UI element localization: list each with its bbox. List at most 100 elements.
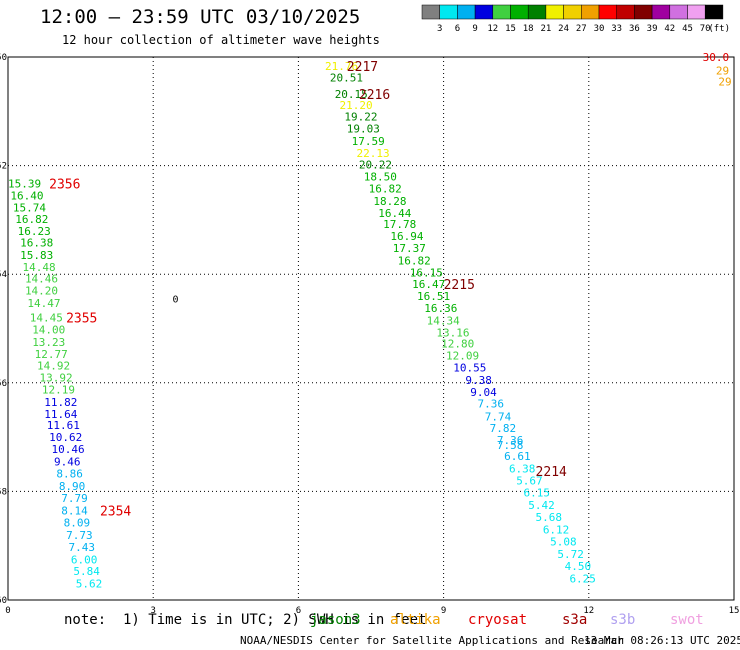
wave-height-point: 18.28 (373, 195, 406, 208)
wave-height-point: 14.46 (25, 273, 58, 286)
wave-height-point: 12.19 (42, 383, 75, 396)
wave-height-point: 18.50 (364, 170, 397, 183)
legend-bin-label: 45 (682, 24, 693, 34)
x-tick-label: 0 (5, 606, 10, 616)
legend-swatch (492, 4, 511, 20)
wave-height-point: 17.78 (383, 218, 416, 231)
legend-bin-label: 18 (523, 24, 534, 34)
legend-swatch (527, 4, 547, 20)
legend-bin-label: 33 (611, 24, 622, 34)
wave-height-point: 6.12 (543, 523, 570, 536)
y-tick-label: -50 (0, 53, 7, 63)
wave-height-point: 16.47 (412, 278, 445, 291)
wave-height-point: 29 (716, 65, 729, 78)
x-tick-label: 9 (441, 606, 446, 616)
wave-height-point: 14.20 (25, 284, 58, 297)
wave-height-point: 19.22 (344, 111, 377, 124)
wave-height-point: 5.62 (76, 578, 103, 591)
x-tick-label: 12 (583, 606, 594, 616)
x-tick-label: 15 (729, 606, 740, 616)
wave-height-point: 10.55 (453, 362, 486, 375)
wave-height-point: 8.90 (59, 480, 86, 493)
pass-number-label: 2356 (49, 178, 80, 193)
wave-height-point: 6.38 (509, 463, 536, 476)
legend-bin-label: 3 (437, 24, 442, 34)
wave-height-point: 16.82 (15, 213, 48, 226)
y-tick-label: -60 (0, 596, 7, 606)
legend-bin-label: 24 (558, 24, 569, 34)
wave-height-point: 11.61 (47, 419, 80, 432)
legend-swatch (704, 4, 724, 20)
pass-number-label: 2215 (444, 278, 475, 293)
wave-height-point: 7.79 (61, 492, 88, 505)
wave-height-point: 8.86 (56, 467, 83, 480)
wave-height-point: 5.68 (536, 511, 563, 524)
wave-height-point: 21.76 (325, 60, 358, 73)
wave-height-point: 9.04 (470, 386, 497, 399)
y-tick-label: -58 (0, 487, 7, 497)
wave-height-point: 7.82 (490, 422, 516, 435)
legend-swatch (687, 4, 706, 20)
mission-label-swot: swot (670, 612, 704, 628)
wave-height-point: 20.22 (359, 159, 392, 172)
y-tick-label: -56 (0, 379, 7, 389)
legend-swatch (421, 4, 440, 20)
wave-height-point: 17.59 (352, 135, 385, 148)
wave-height-point: 16.36 (424, 302, 457, 315)
legend-swatch (474, 4, 494, 20)
pass-number-label: 2214 (536, 465, 567, 480)
wave-height-point: 14.48 (23, 261, 56, 274)
legend-swatch (439, 4, 458, 20)
wave-height-point: 20.51 (330, 72, 363, 85)
wave-height-point: 6.61 (504, 450, 530, 463)
wave-height-point: 13.23 (32, 336, 65, 349)
legend-swatch (598, 4, 617, 20)
legend-swatch (510, 4, 529, 20)
wave-height-point: 5.67 (516, 475, 543, 488)
wave-height-point: 13.92 (39, 371, 72, 384)
pass-number-label: 2354 (100, 504, 131, 519)
legend-bin-label: 21 (540, 24, 551, 34)
wave-height-point: 5.42 (528, 499, 555, 512)
legend-swatch (563, 4, 582, 20)
wave-height-point: 29 (718, 75, 731, 88)
generated-timestamp: 13 Mar 08:26:13 UTC 2025 (584, 634, 740, 647)
wave-height-point: 12.77 (35, 348, 68, 361)
wave-height-point: 6.00 (71, 553, 98, 566)
wave-height-point: 9.38 (465, 374, 492, 387)
wave-height-point: 16.40 (10, 189, 43, 202)
wave-height-point: 21.20 (340, 99, 373, 112)
wave-height-point: 8.09 (64, 516, 91, 529)
legend-swatch (545, 4, 564, 20)
mission-label-s3a: s3a (562, 612, 588, 628)
wave-height-point: 5.72 (557, 548, 584, 561)
wave-height-point: 30.0 (703, 51, 730, 64)
legend-bin-label: 70 (700, 24, 711, 34)
chart-title: 12:00 — 23:59 UTC 03/10/2025 (40, 6, 361, 28)
wave-height-point: 14.00 (32, 324, 65, 337)
wave-height-point: 14.92 (37, 359, 70, 372)
wave-height-point: 14.34 (427, 314, 460, 327)
wave-height-point: 7.36 (477, 397, 504, 410)
wave-height-point: 10.62 (49, 431, 82, 444)
wave-height-point: 19.03 (347, 123, 380, 136)
mission-label-jason3: jason3 (310, 612, 361, 628)
wave-height-point: 7.36 (497, 434, 523, 447)
wave-height-point: 12.09 (446, 350, 479, 363)
wave-height-point: 22.13 (356, 147, 389, 160)
legend-bin-label: 6 (455, 24, 460, 34)
mission-label-s3b: s3b (610, 612, 636, 628)
footnote: note: 1) Time is in UTC; 2) SWH is in fe… (64, 612, 427, 628)
wave-height-point: 10.46 (52, 443, 85, 456)
plot-frame (7, 56, 735, 601)
pass-number-label: 2355 (66, 312, 97, 327)
legend-swatch (634, 4, 653, 20)
legend-unit-label: (ft) (708, 24, 730, 34)
x-tick-label: 3 (150, 606, 155, 616)
credit-line: NOAA/NESDIS Center for Satellite Applica… (240, 634, 625, 647)
wave-height-point: 11.64 (44, 408, 77, 421)
pass-number-label: 2217 (347, 60, 378, 75)
wave-height-point: 9.46 (54, 456, 80, 469)
wave-height-point: 5.08 (550, 535, 577, 548)
